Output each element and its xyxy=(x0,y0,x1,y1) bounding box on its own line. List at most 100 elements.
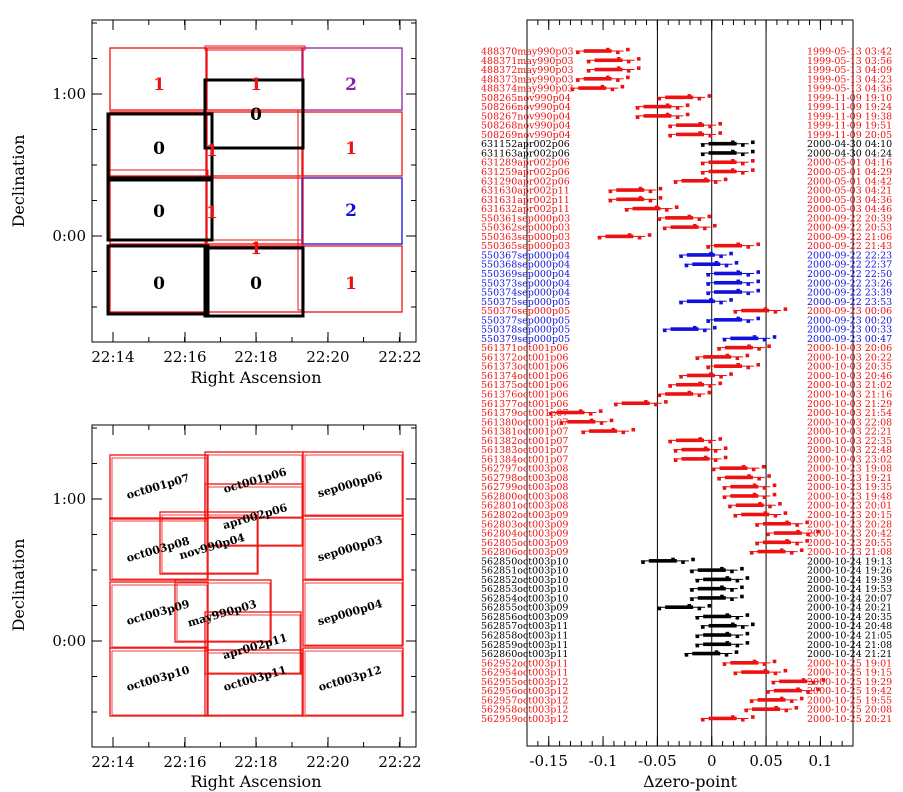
row-point xyxy=(731,149,735,154)
row-offset-bar xyxy=(724,475,753,480)
row-offset-bar xyxy=(730,661,759,665)
row-offset-bar xyxy=(703,633,732,637)
row-date-label: 2000-10-03 21:54 xyxy=(807,408,892,419)
row-exposure-label: 562804oct003p09 xyxy=(481,529,568,540)
row-point xyxy=(756,362,761,367)
row-point xyxy=(698,381,702,386)
row-offset-bar xyxy=(665,216,694,220)
row-point xyxy=(752,659,757,664)
row-point xyxy=(697,606,702,611)
row-point xyxy=(762,337,767,342)
row-point xyxy=(805,539,809,543)
row-point xyxy=(709,372,713,376)
row-date-label: 2000-10-24 21:21 xyxy=(807,649,892,660)
row-date-label: 2000-10-03 20:46 xyxy=(807,371,892,382)
row-point xyxy=(756,316,761,321)
data-row: 550376sep000p05 2000-09-23 00:06 xyxy=(481,306,892,317)
data-row: 562957oct003p12 2000-10-25 19:55 xyxy=(481,695,892,706)
row-point xyxy=(731,168,735,172)
row-exposure-label: 561381oct001p07 xyxy=(481,427,568,438)
row-offset-bar xyxy=(670,225,699,229)
row-exposure-label: 561371oct001p06 xyxy=(481,343,568,354)
data-row: 631259apr002p06 2000-05-01 04:29 xyxy=(481,167,892,178)
row-point xyxy=(816,529,820,534)
row-point xyxy=(636,66,641,70)
row-date-label: 2000-10-24 20:07 xyxy=(807,593,892,604)
x-tick-label: 0.1 xyxy=(808,752,832,770)
row-point xyxy=(789,551,794,555)
data-row: 562804oct003p09 2000-10-23 20:42 xyxy=(481,529,892,540)
row-exposure-label: 550367sep000p04 xyxy=(481,250,570,261)
row-point xyxy=(706,365,711,370)
row-date-label: 2000-10-24 20:35 xyxy=(807,612,892,623)
row-date-label: 2000-10-03 22:08 xyxy=(807,417,892,428)
field-rect-offset xyxy=(304,518,403,580)
row-point xyxy=(611,427,616,432)
row-offset-bar xyxy=(762,540,791,545)
data-row: 631631apr002p11 2000-05-03 04:36 xyxy=(481,195,892,206)
row-point xyxy=(731,140,735,145)
row-point xyxy=(751,622,755,627)
row-point xyxy=(772,335,777,339)
row-date-label: 2000-09-22 21:06 xyxy=(807,232,892,243)
row-date-label: 1999-05-13 04:09 xyxy=(807,65,892,76)
data-row: 488372may990p03 1999-05-13 04:09 xyxy=(481,65,892,76)
zeropoint-axes: -0.15 -0.1 -0.05 0 0.05 0.1 xyxy=(526,20,854,770)
row-offset-bar xyxy=(773,531,802,535)
row-exposure-label: 550361sep000p03 xyxy=(481,213,570,224)
data-row: 631152apr002p06 2000-04-30 04:10 xyxy=(481,139,892,150)
row-point xyxy=(720,594,724,599)
row-point xyxy=(707,214,712,219)
row-point xyxy=(673,458,678,462)
row-point xyxy=(714,261,719,265)
data-row: 562801oct003p08 2000-10-23 20:01 xyxy=(481,501,892,512)
row-date-label: 2000-09-22 23:39 xyxy=(807,288,892,299)
data-row: 562955oct003p12 2000-10-25 19:29 xyxy=(481,677,892,688)
coverage-extra-count: 1 xyxy=(206,141,218,161)
row-point xyxy=(729,251,733,256)
row-point xyxy=(698,131,702,135)
row-point xyxy=(586,59,591,64)
row-exposure-label: 562803oct003p09 xyxy=(481,519,568,530)
row-exposure-label: 562959oct003p12 xyxy=(481,714,568,725)
data-row: 561381oct001p07 2000-10-03 22:21 xyxy=(481,427,892,438)
row-date-label: 2000-10-03 20:06 xyxy=(807,343,892,354)
row-date-label: 2000-09-23 00:06 xyxy=(807,306,892,317)
field-ylabel: Declination xyxy=(9,539,28,632)
row-point xyxy=(713,180,718,184)
row-point xyxy=(752,492,757,497)
zeropoint-xlabel: Δzero-point xyxy=(643,772,737,791)
x-tick-label: 22:18 xyxy=(234,348,277,366)
row-exposure-label: 508269nov990p04 xyxy=(481,130,571,141)
data-row: 631163apr002p06 2000-04-30 04:24 xyxy=(481,148,892,159)
row-point xyxy=(730,569,734,574)
row-point xyxy=(746,245,751,249)
row-date-label: 2000-10-03 23:02 xyxy=(807,454,892,465)
data-row: 562952oct003p11 2000-10-25 19:01 xyxy=(481,658,892,669)
row-point xyxy=(741,161,745,166)
row-offset-bar xyxy=(714,318,743,322)
row-point xyxy=(664,400,668,404)
data-row: 562956oct003p12 2000-10-25 19:42 xyxy=(481,686,892,697)
row-point xyxy=(746,319,751,323)
row-point xyxy=(690,588,694,592)
row-point xyxy=(722,337,727,342)
row-exposure-label: 631630apr002p11 xyxy=(481,186,570,197)
row-offset-bar xyxy=(741,308,770,313)
row-offset-bar xyxy=(692,651,721,656)
zeropoint-reference-lines xyxy=(656,20,767,746)
row-offset-bar xyxy=(594,67,623,72)
row-exposure-label: 550377sep000p05 xyxy=(481,315,570,326)
row-offset-bar xyxy=(708,160,737,165)
row-exposure-label: 561377oct001p06 xyxy=(481,399,568,410)
data-row: 488373may990p03 1999-05-13 04:23 xyxy=(481,74,892,85)
row-exposure-label: 508267nov990p04 xyxy=(481,111,571,122)
row-point xyxy=(690,569,694,574)
field-label: may990p03 xyxy=(186,598,258,630)
row-offset-bar xyxy=(779,679,808,684)
field-label: apr002p11 xyxy=(221,631,289,662)
row-offset-bar xyxy=(632,206,661,211)
row-date-label: 2000-10-24 19:26 xyxy=(807,566,892,577)
row-point xyxy=(701,161,705,166)
data-row: 561372oct001p06 2000-10-03 20:22 xyxy=(481,352,892,363)
